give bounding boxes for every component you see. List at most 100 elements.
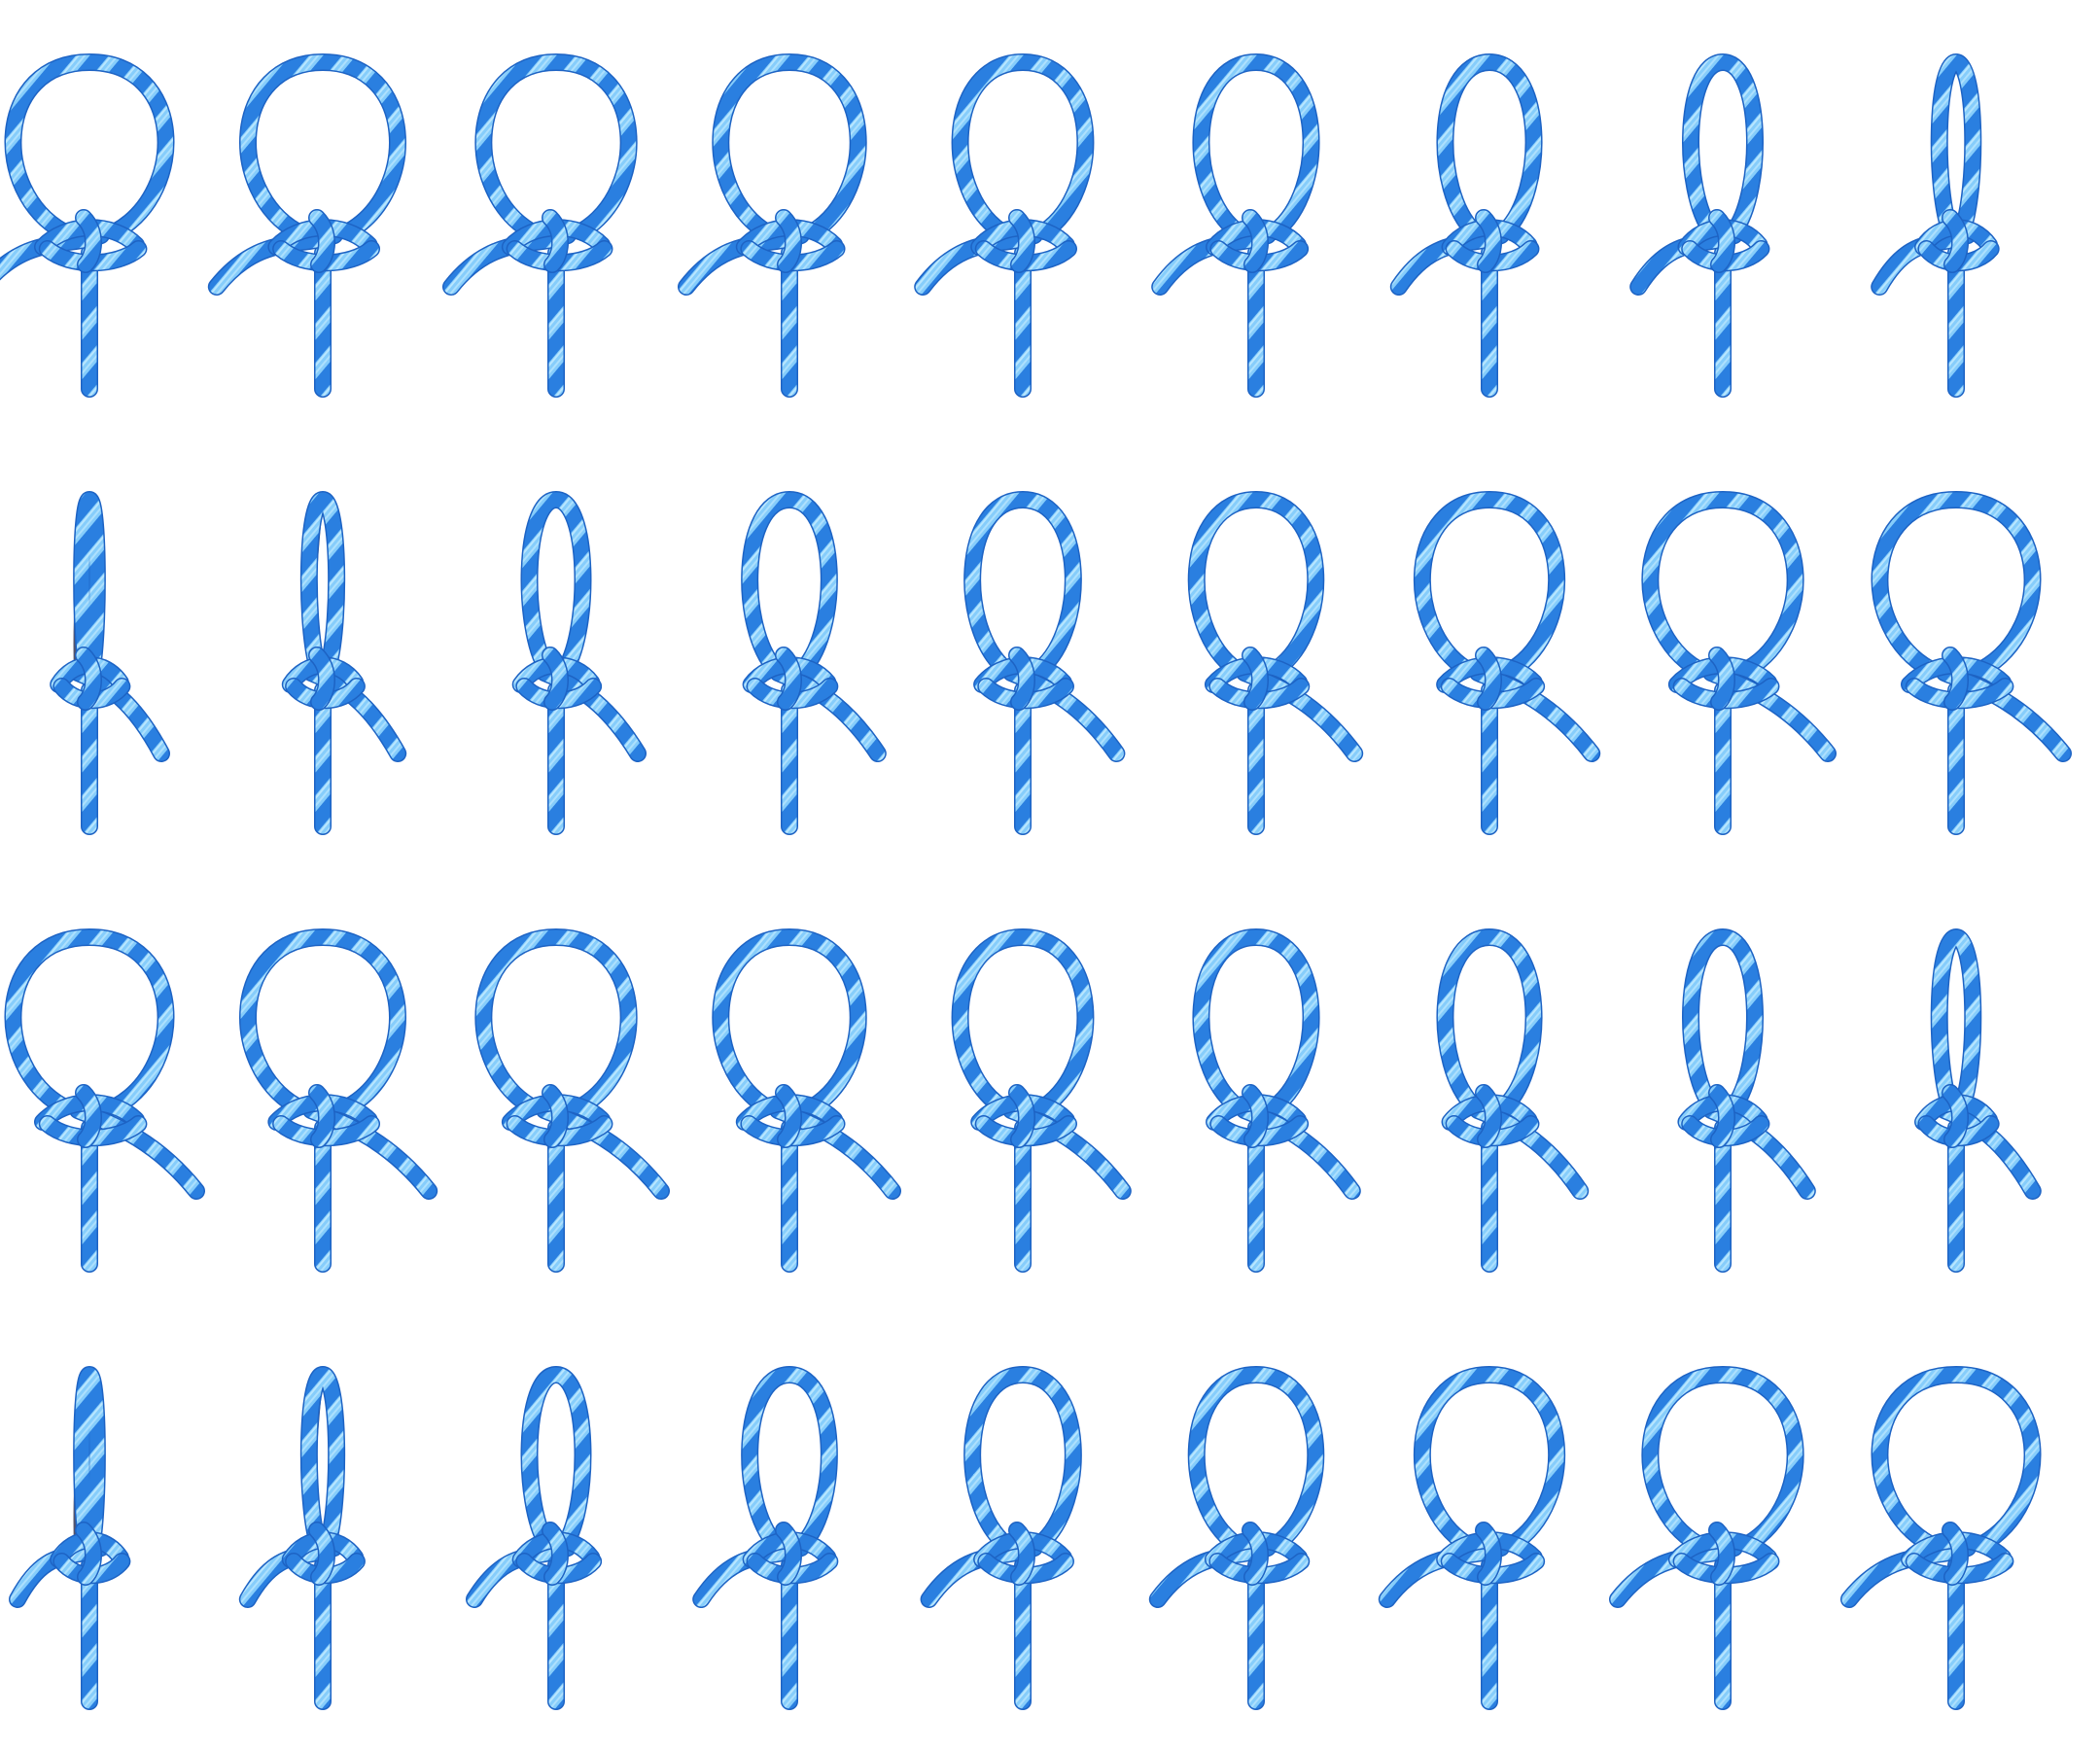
rope-figure [511,491,647,835]
knot-tuck [776,1522,801,1585]
rope-figure [9,1366,131,1710]
knot-frame-34 [1378,1366,1566,1710]
rope-figure [1187,491,1364,835]
knot-frame-11 [281,491,407,835]
loop-bight [522,492,590,677]
loop-bight [1932,929,1980,1114]
rope-figure [1871,491,2072,835]
knot-tuck [1009,1522,1034,1585]
knot-tuck [76,648,101,710]
knot-frame-12 [511,491,647,835]
knot-tuck [542,648,568,710]
rope-figure [1151,53,1320,398]
knot-frame-1 [0,53,175,398]
knot-frame-32 [920,1366,1082,1710]
loop-bight [301,1367,344,1552]
loop-bight [74,492,105,677]
knot-tuck [1476,210,1501,272]
loop-bight [1415,1367,1564,1552]
knot-tuck [76,210,101,272]
rope-figure [963,491,1126,835]
loop-bight [475,54,637,239]
knot-frame-33 [1148,1366,1325,1710]
knot-tuck [776,1085,801,1147]
knot-frame-14 [963,491,1126,835]
knot-tuck [1709,1522,1734,1585]
knot-frame-26 [1677,928,1816,1273]
loop-bight [1932,54,1980,239]
rope-figure [1871,53,2000,398]
knot-tuck [309,648,334,710]
knot-tuck [1242,648,1268,710]
knot-tuck [1942,1522,1968,1585]
knot-frame-17 [1641,491,1837,835]
rope-figure [1914,928,2042,1273]
knot-tuck [1476,648,1501,710]
knot-frame-2 [207,53,406,398]
loop-bight [1194,54,1318,239]
loop-bight [953,54,1093,239]
knot-tuck [1009,210,1034,272]
knot-frame-27 [1914,928,2042,1273]
rope-figure [238,1366,366,1710]
knot-frame-25 [1436,928,1590,1273]
rope-figure [1413,491,1601,835]
rope-figure [474,928,670,1273]
loop-bight [1189,492,1323,677]
knot-tuck [1009,1085,1034,1147]
knot-tuck [1009,648,1034,710]
loop-bight [1642,492,1803,677]
rope-figure [1629,53,1770,398]
rope-figure [50,491,170,835]
knot-tuck [309,1522,334,1585]
knot-frame-35 [1609,1366,1804,1710]
rope-figure [239,928,438,1273]
knot-frame-29 [238,1366,366,1710]
loop-bight [74,1367,105,1552]
rope-figure [207,53,406,398]
loop-bight [953,929,1093,1114]
knot-tuck [76,1522,101,1585]
loop-bight [1642,1367,1803,1552]
loop-bight [5,54,174,239]
loop-bight [240,929,405,1114]
rope-figure [951,928,1132,1273]
rope-figure [466,1366,603,1710]
knot-tuck [542,1085,568,1147]
knot-tuck [542,210,568,272]
loop-bight [1872,492,2041,677]
loop-bight [713,54,866,239]
loop-bight [1189,1367,1323,1552]
rope-figure [1609,1366,1804,1710]
knot-tuck [776,648,801,710]
knot-frame-10 [50,491,170,835]
loop-bight [964,1367,1081,1552]
frame-grid [0,53,2072,1710]
rope-figure [1436,928,1590,1273]
loop-bight [1437,929,1542,1114]
loop-bight [1415,492,1564,677]
knot-frame-8 [1629,53,1770,398]
loop-bight [475,929,637,1114]
knot-frame-28 [9,1366,131,1710]
knot-tuck [1242,1085,1268,1147]
loop-bight [5,929,174,1114]
knot-frame-13 [741,491,887,835]
knot-tuck [776,210,801,272]
rope-figure [1148,1366,1325,1710]
knot-frame-36 [1840,1366,2042,1710]
rope-figure [1378,1366,1566,1710]
rope-figure [692,1366,839,1710]
loop-bight [1683,929,1763,1114]
knot-frame-23 [951,928,1132,1273]
rope-figure [1677,928,1816,1273]
knot-frame-7 [1389,53,1543,398]
knot-frame-30 [466,1366,603,1710]
loop-bight [1683,54,1763,239]
loop-bight [301,492,344,677]
rope-figure [1840,1366,2042,1710]
knot-frame-4 [678,53,867,398]
knot-tuck [1942,648,1968,710]
rope-figure [920,1366,1082,1710]
